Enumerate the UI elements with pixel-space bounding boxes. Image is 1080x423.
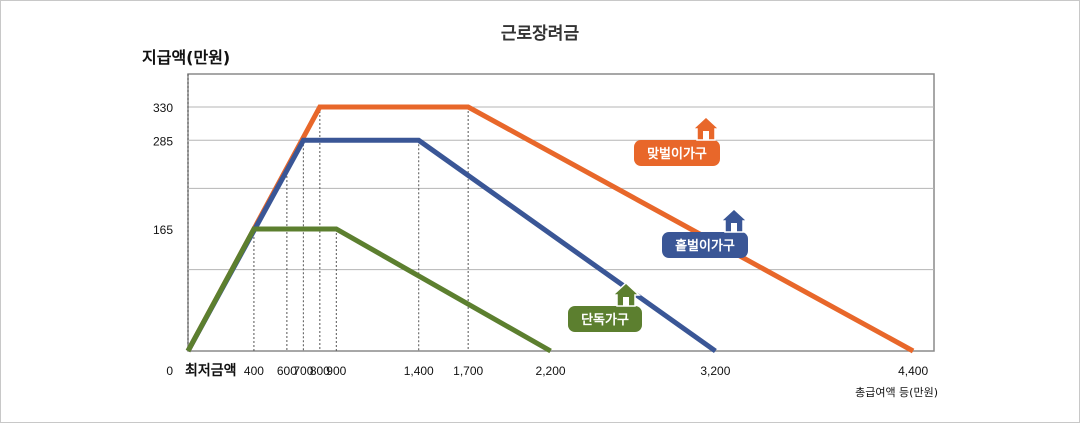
legend-badge [634, 140, 720, 166]
x-tick-label: 600 [277, 364, 297, 378]
x-axis-label: 총급여액 등(만원) [855, 386, 938, 399]
legend-badge [662, 232, 748, 258]
x-tick-label: 400 [244, 364, 264, 378]
y-tick-label: 0 [166, 364, 173, 378]
x-tick-label: 2,200 [536, 364, 566, 378]
chart-title: 근로장려금 [501, 24, 580, 44]
house-icon [691, 115, 721, 141]
plot-area-border [187, 73, 935, 352]
house-door-icon [623, 297, 629, 306]
min-amount-label: 최저금액 [185, 362, 237, 379]
y-tick-label: 285 [153, 134, 173, 148]
x-tick-label: 800 [310, 364, 330, 378]
series-line [185, 226, 552, 354]
x-tick-label: 1,700 [453, 364, 483, 378]
x-tick-label: 3,200 [700, 364, 730, 378]
x-tick-label: 900 [326, 364, 346, 378]
x-tick-label: 1,400 [404, 364, 434, 378]
house-icon [719, 207, 749, 233]
house-door-icon [703, 131, 709, 140]
house-door-icon [731, 223, 737, 232]
x-tick-label: 4,400 [898, 364, 928, 378]
legend-badge [568, 306, 642, 332]
house-icon [611, 281, 641, 307]
legend-label: 단독가구 [581, 312, 629, 328]
y-tick-label: 330 [153, 101, 173, 115]
y-axis-label: 지급액(만원) [142, 48, 230, 67]
x-tick-label: 700 [293, 364, 313, 378]
legend-label: 맞벌이가구 [647, 146, 707, 162]
y-tick-label: 165 [153, 223, 173, 237]
legend-label: 홑벌이가구 [675, 238, 735, 254]
